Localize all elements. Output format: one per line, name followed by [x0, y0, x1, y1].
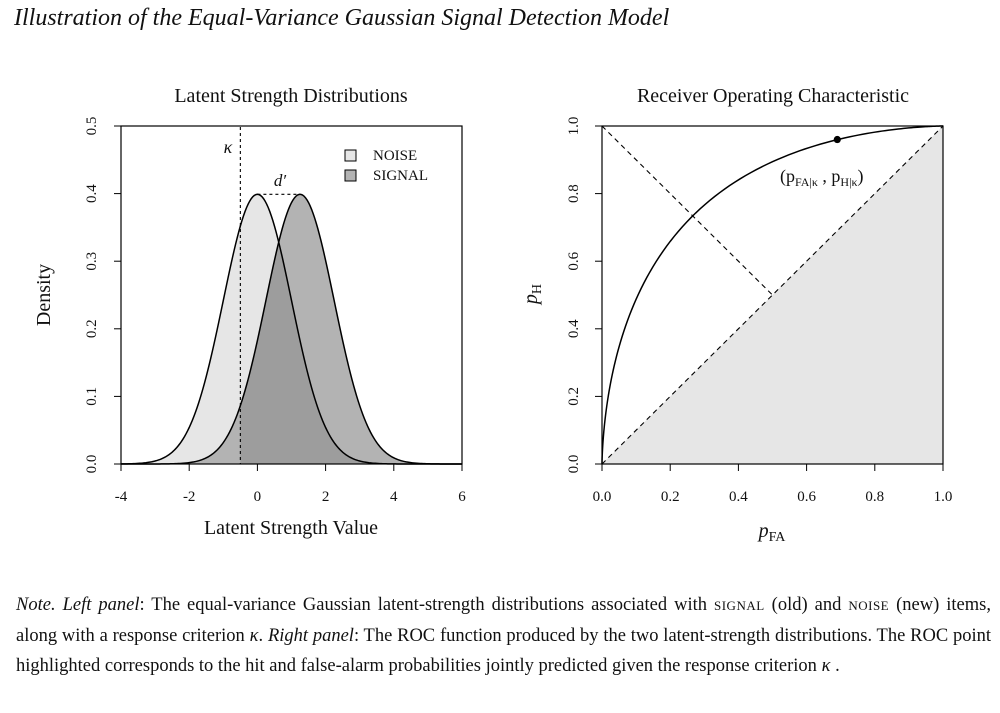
right-x-axis: 0.0 0.2 0.4 0.6 0.8 1.0 — [593, 464, 953, 505]
negative-diagonal — [601, 125, 773, 296]
note-label: Note. — [16, 595, 56, 615]
right-x-axis-label-sub: FA — [769, 530, 787, 545]
left-y-tick-label: 0.0 — [84, 455, 100, 474]
right-y-axis: 0.0 0.2 0.4 0.6 0.8 1.0 — [566, 117, 602, 474]
left-x-tick-label: -2 — [183, 489, 196, 505]
left-x-tick-label: 0 — [254, 489, 262, 505]
legend-signal-label: SIGNAL — [373, 168, 428, 184]
right-x-tick-label: 0.8 — [865, 489, 884, 505]
right-x-axis-label-main: p — [757, 520, 769, 542]
left-y-tick-label: 0.1 — [84, 387, 100, 406]
right-panel: Receiver Operating Characteristic 0.0 0.2… — [520, 85, 952, 545]
right-y-tick-label: 0.4 — [566, 319, 582, 338]
right-y-tick-label: 0.6 — [566, 251, 582, 270]
left-x-tick-label: 2 — [322, 489, 330, 505]
roc-point-label: (pFA|κ , pH|κ) — [780, 166, 864, 189]
roc-point-label-sub-fa: FA|κ — [795, 175, 818, 189]
right-x-tick-label: 0.0 — [593, 489, 612, 505]
right-y-tick-label: 0.0 — [566, 455, 582, 474]
note-text-2: (old) and — [764, 595, 849, 615]
note-text-4: . — [258, 625, 268, 646]
roc-point-label-sub-h: H|κ — [840, 175, 857, 189]
roc-point-label-sep: , p — [818, 166, 841, 186]
note-right-panel-label: Right panel — [267, 625, 354, 646]
left-x-tick-label: 4 — [390, 489, 398, 505]
left-y-tick-label: 0.5 — [84, 117, 100, 136]
right-y-axis-label-sub: H — [530, 284, 545, 294]
note-text-1: : The equal-variance Gaussian latent-str… — [139, 595, 714, 615]
right-y-axis-label: pH — [520, 284, 545, 306]
left-x-tick-label: 6 — [458, 489, 466, 505]
legend-noise-swatch — [344, 149, 357, 162]
left-y-axis-label: Density — [33, 264, 55, 326]
right-x-axis-label: pFA — [757, 520, 787, 545]
left-y-axis: 0.0 0.1 0.2 0.3 0.4 0.5 — [84, 117, 121, 474]
legend-noise-label: NOISE — [373, 148, 417, 164]
left-x-axis-label: Latent Strength Value — [204, 517, 378, 539]
note-text-6: . — [830, 656, 840, 676]
left-y-tick-label: 0.4 — [84, 184, 100, 203]
right-y-tick-label: 0.8 — [566, 184, 582, 203]
left-panel-title: Latent Strength Distributions — [174, 85, 408, 107]
right-x-tick-label: 0.4 — [729, 489, 748, 505]
figure-plots: Latent Strength Distributions -4 -2 0 2 4 6 0… — [33, 85, 952, 545]
left-panel: Latent Strength Distributions -4 -2 0 2 4 6 0… — [33, 85, 466, 539]
right-y-axis-label-main: p — [520, 294, 542, 306]
left-y-tick-label: 0.2 — [84, 319, 100, 338]
roc-point-label-close: ) — [858, 166, 864, 187]
roc-point-label-open: (p — [780, 166, 795, 187]
left-plot-frame — [120, 125, 463, 465]
right-x-tick-label: 0.6 — [797, 489, 816, 505]
note-kappa-1: κ — [249, 625, 259, 646]
right-panel-title: Receiver Operating Characteristic — [637, 85, 909, 107]
legend-signal-swatch — [344, 169, 357, 182]
right-y-tick-label: 0.2 — [566, 387, 582, 406]
left-x-tick-label: -4 — [115, 489, 128, 505]
chance-line — [601, 125, 944, 465]
roc-highlighted-point — [833, 135, 841, 144]
note-left-panel-label: Left panel — [62, 595, 140, 615]
dprime-label: d′ — [274, 171, 287, 190]
figure-note: Note. Left panel: The equal-variance Gau… — [16, 590, 991, 682]
figure-title: Illustration of the Equal-Variance Gauss… — [14, 5, 670, 31]
legend: NOISE SIGNAL — [344, 148, 428, 184]
right-data-layer — [601, 125, 944, 465]
left-x-axis: -4 -2 0 2 4 6 — [115, 464, 466, 505]
right-plot-frame — [601, 125, 944, 465]
right-x-tick-label: 0.2 — [661, 489, 680, 505]
left-y-tick-label: 0.3 — [84, 252, 100, 271]
note-kappa-2: κ — [821, 656, 831, 676]
note-text-5: : The ROC function produced by the two l… — [16, 625, 991, 677]
overlap-above-criterion — [240, 243, 462, 464]
criterion-label: κ — [224, 137, 233, 157]
right-x-tick-label: 1.0 — [934, 489, 953, 505]
note-text-3: (new) items, along with a response crite… — [16, 595, 991, 646]
note-noise-term: NOISE — [848, 595, 890, 615]
note-signal-term: SIGNAL — [714, 595, 765, 615]
right-y-tick-label: 1.0 — [566, 117, 582, 136]
